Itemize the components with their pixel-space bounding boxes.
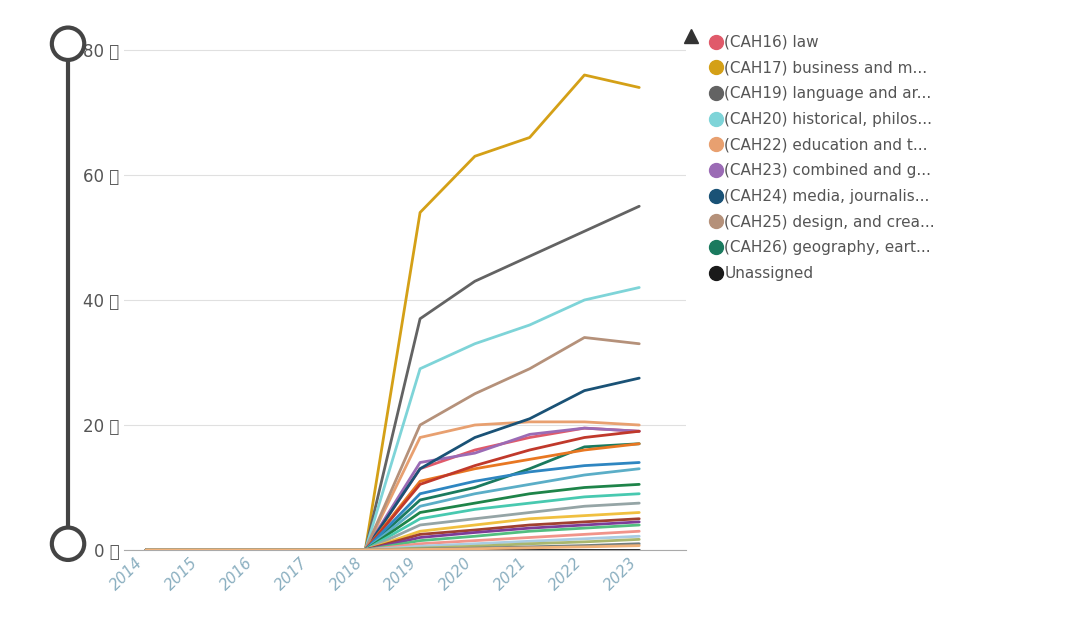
Legend: (CAH16) law, (CAH17) business and m..., (CAH19) language and ar..., (CAH20) hist: (CAH16) law, (CAH17) business and m..., … [716, 35, 935, 281]
